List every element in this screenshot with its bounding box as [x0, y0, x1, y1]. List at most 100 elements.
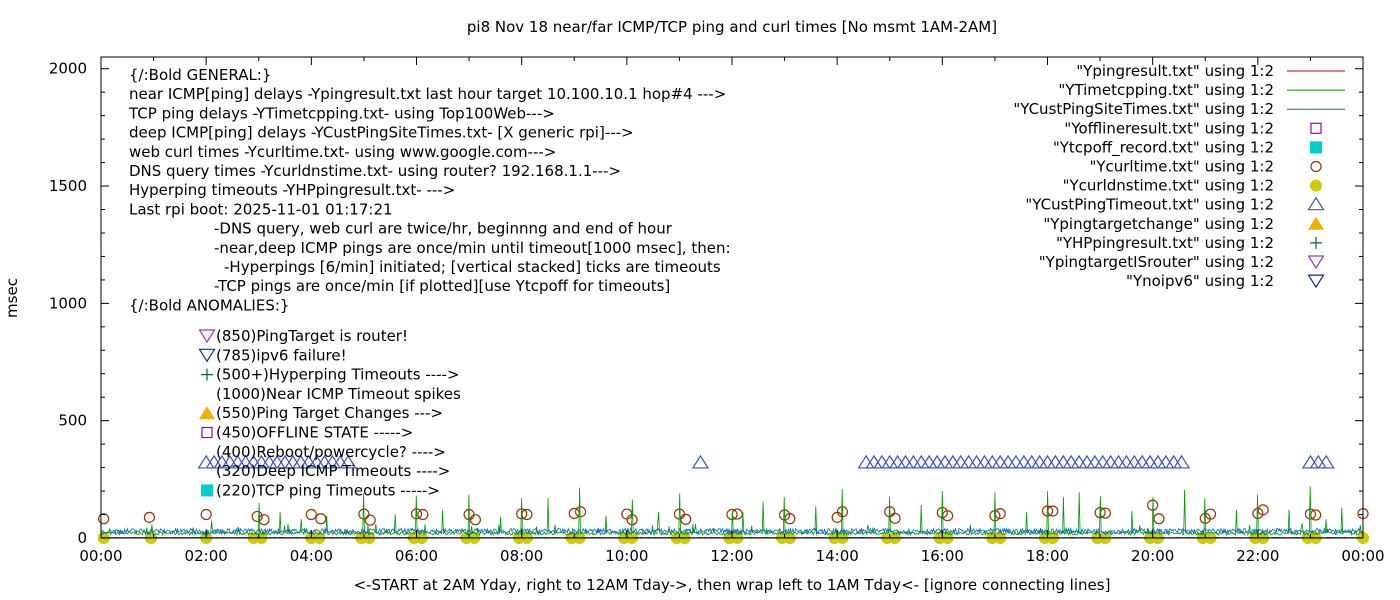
x-tick-label: 02:00 [185, 547, 228, 565]
legend-label: "Ycurldnstime.txt" using 1:2 [1063, 177, 1274, 195]
data-point [967, 454, 986, 469]
data-point [305, 508, 317, 521]
legend-marker [1310, 179, 1322, 192]
x-tick-label: 00:00 [79, 547, 122, 565]
data-point [1125, 454, 1143, 469]
axes: 00:00 02:00 04:00 06:00 08:00 10:00 12:00 14:00… [49, 57, 1385, 565]
note-line: {/:Bold ANOMALIES:} [129, 296, 289, 314]
legend-label: "Ytcpoff_record.txt" using 1:2 [1053, 138, 1274, 157]
anomaly-note: (450)OFFLINE STATE -----> [216, 424, 413, 442]
data-point [831, 511, 843, 523]
data-point [1023, 454, 1041, 469]
data-point [1031, 454, 1049, 469]
note-line: -Hyperpings [6/min] initiated; [vertical… [224, 258, 721, 276]
data-point [1317, 454, 1335, 469]
data-point [991, 454, 1009, 469]
x-tick-label: 00:00 [1341, 547, 1384, 565]
x-tick-label: 14:00 [816, 547, 859, 565]
data-point [1054, 454, 1072, 469]
y-axis-label: msec [3, 278, 21, 318]
note-line: Hyperping timeouts -YHPpingresult.txt- -… [129, 181, 455, 199]
y-tick-label: 500 [58, 412, 87, 430]
data-point [469, 514, 481, 526]
legend-marker [1308, 216, 1324, 230]
data-point [1117, 454, 1135, 469]
data-point [889, 454, 907, 469]
x-tick-label: 06:00 [395, 547, 438, 565]
data-point [1109, 454, 1128, 469]
x-tick-label: 10:00 [605, 547, 648, 565]
y-tick-label: 0 [77, 529, 87, 547]
anomaly-note: (1000)Near ICMP Timeout spikes [216, 385, 461, 403]
data-point [1157, 454, 1175, 469]
y-tick-label: 1500 [49, 177, 87, 195]
note-line: DNS query times -Ycurldnstime.txt- using… [129, 162, 621, 180]
legend-label: "YCustPingSiteTimes.txt" using 1:2 [1013, 100, 1274, 118]
data-point [691, 454, 710, 469]
data-point [1046, 454, 1064, 469]
data-point [251, 510, 263, 523]
anomaly-note: (220)TCP ping Timeouts -----> [216, 481, 440, 499]
data-point [143, 511, 155, 523]
legend-label: "Ynoipv6" using 1:2 [1126, 272, 1274, 290]
series-ycurltime-txt-using-1-2 [98, 499, 1369, 526]
data-point [258, 514, 270, 526]
data-point [1133, 454, 1151, 469]
data-point [1070, 454, 1088, 469]
data-point [1141, 454, 1159, 469]
data-point [574, 506, 587, 518]
anomaly-marker [201, 484, 213, 497]
data-point [983, 454, 1001, 469]
data-point [1078, 454, 1096, 469]
legend-marker [1310, 141, 1322, 154]
data-point [1102, 454, 1120, 469]
anomaly-marker [201, 368, 213, 381]
legend-label: "YpingtargetISrouter" using 1:2 [1039, 253, 1274, 271]
anomaly-marker [198, 329, 216, 344]
anomaly-marker [201, 426, 213, 439]
data-point [975, 454, 993, 469]
anomaly-note: (320)Deep ICMP Timeouts ----> [216, 462, 450, 480]
data-point [857, 454, 875, 469]
data-point [873, 454, 891, 469]
y-tick-label: 1000 [49, 294, 87, 312]
data-point [865, 454, 883, 469]
legend-label: "Ypingresult.txt" using 1:2 [1076, 62, 1274, 80]
legend-label: "YCustPingTimeout.txt" using 1:2 [1025, 196, 1274, 214]
data-point [1165, 454, 1183, 469]
legend-label: "Yofflineresult.txt" using 1:2 [1064, 119, 1274, 137]
data-point [1062, 454, 1080, 469]
anomaly-note: (550)Ping Target Changes ---> [216, 404, 443, 422]
data-point [364, 514, 376, 526]
data-point [960, 454, 978, 469]
anomaly-note: (785)ipv6 failure! [216, 346, 347, 364]
legend-label: "Ypingtargetchange" using 1:2 [1043, 215, 1274, 233]
data-point [621, 508, 633, 520]
legend-marker [1307, 196, 1325, 211]
anomaly-note: (850)PingTarget is router! [216, 327, 408, 345]
data-point [1301, 454, 1319, 469]
note-line: -TCP pings are once/min [if plotted][use… [214, 277, 670, 295]
legend-label: "YTimetcpping.txt" using 1:2 [1058, 81, 1274, 99]
data-point [315, 513, 327, 525]
chart-title: pi8 Nov 18 near/far ICMP/TCP ping and cu… [467, 18, 997, 36]
data-point [417, 508, 429, 521]
data-point [1094, 454, 1112, 469]
legend-marker [1310, 160, 1322, 173]
data-point [200, 508, 212, 521]
data-point [952, 454, 970, 469]
note-line: Last rpi boot: 2025-11-01 01:17:21 [129, 200, 393, 218]
anomaly-note: (400)Reboot/powercycle? ----> [216, 443, 446, 461]
anomaly-marker [198, 348, 216, 363]
x-tick-label: 08:00 [500, 547, 543, 565]
data-point [1015, 454, 1033, 469]
series-ycustpingtimeout-txt-using-1-2 [197, 454, 1335, 469]
data-point [896, 454, 915, 469]
data-point [1007, 454, 1025, 469]
legend-label: "YHPpingresult.txt" using 1:2 [1056, 234, 1274, 252]
data-point [339, 454, 357, 469]
data-point [1153, 513, 1165, 525]
note-line: -DNS query, web curl are twice/hr, begin… [214, 220, 673, 238]
note-line: TCP ping delays -YTimetcpping.txt- using… [128, 104, 555, 122]
